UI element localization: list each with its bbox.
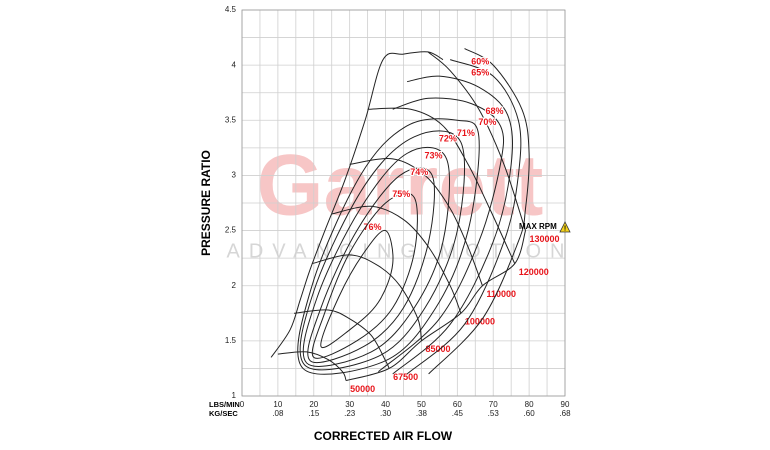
efficiency-label: 74%: [410, 167, 428, 177]
y-tick-label: 4: [232, 60, 237, 69]
watermark: Garrett ADVANCING MOTION: [227, 138, 574, 263]
speed-label: 85000: [425, 344, 450, 354]
x2-tick-label: .45: [452, 409, 464, 418]
x-tick-label: 60: [453, 400, 462, 409]
speed-label: 50000: [350, 384, 375, 394]
choke-line: [345, 230, 527, 382]
y-tick-label: 3.5: [225, 115, 237, 124]
x2-tick-label: .30: [380, 409, 392, 418]
efficiency-island: [297, 118, 480, 375]
plot-frame: [241, 9, 566, 397]
x-tick-label: 70: [489, 400, 498, 409]
efficiency-label: 68%: [486, 106, 504, 116]
efficiency-label: 75%: [392, 189, 410, 199]
x2-unit-label: KG/SEC: [209, 409, 238, 418]
x-tick-label: 80: [525, 400, 534, 409]
max-rpm-label: MAX RPM: [519, 222, 557, 231]
x2-tick-label: .38: [416, 409, 428, 418]
efficiency-island: [406, 59, 522, 375]
x2-tick-label: .68: [559, 409, 571, 418]
y-tick-label: 3: [232, 171, 237, 180]
speed-line: [367, 107, 516, 264]
x-tick-label: 50: [417, 400, 426, 409]
efficiency-island: [320, 230, 394, 349]
y-tick-label: 4.5: [225, 5, 237, 14]
speed-label: 110000: [486, 289, 516, 299]
x-tick-label: 30: [345, 400, 354, 409]
warning-icon: [559, 221, 571, 233]
y-tick-label: 1: [232, 391, 237, 400]
warning-mark: !: [564, 225, 566, 232]
surge-line: [270, 51, 444, 358]
x2-tick-label: .08: [272, 409, 284, 418]
speed-line: [427, 51, 526, 231]
y-tick-label: 2.5: [225, 226, 237, 235]
curves: 5000067500850001000001100001200001300007…: [270, 48, 560, 394]
speed-line: [311, 254, 422, 341]
speed-label: 130000: [530, 234, 560, 244]
efficiency-island: [378, 97, 505, 373]
x2-tick-label: .15: [308, 409, 320, 418]
speed-label: 67500: [393, 372, 418, 382]
x-tick-label: 0: [240, 400, 245, 409]
efficiency-island: [302, 147, 450, 367]
efficiency-label: 70%: [478, 117, 496, 127]
efficiency-island: [307, 167, 435, 363]
x-tick-label: 40: [381, 400, 390, 409]
x-unit-label: LBS/MIN: [209, 400, 240, 409]
x-axis-label: CORRECTED AIR FLOW: [314, 429, 453, 443]
y-tick-label: 2: [232, 281, 237, 290]
y-tick-label: 1.5: [225, 336, 237, 345]
x-tick-label: 90: [561, 400, 570, 409]
speed-line: [349, 158, 483, 286]
grid: 1 1.5 2 2.5 3 3.5 4 4.5 0 10 20 30 40 50 60 70 80 90 .08 .1…: [225, 5, 571, 418]
efficiency-island: [311, 192, 418, 359]
x-tick-label: 10: [273, 400, 282, 409]
y-axis-label: PRESSURE RATIO: [199, 150, 213, 256]
efficiency-label: 71%: [457, 128, 475, 138]
x2-tick-label: .60: [524, 409, 536, 418]
efficiency-label: 65%: [471, 68, 489, 78]
efficiency-label: 76%: [364, 222, 382, 232]
efficiency-island: [428, 48, 530, 375]
watermark-subtitle: ADVANCING MOTION: [227, 240, 574, 262]
efficiency-island: [392, 75, 514, 375]
efficiency-label: 73%: [425, 150, 443, 160]
x-tick-label: 20: [309, 400, 318, 409]
x2-tick-label: .53: [488, 409, 500, 418]
efficiency-label: 60%: [471, 57, 489, 67]
efficiency-island: [299, 130, 465, 371]
speed-label: 120000: [519, 267, 549, 277]
efficiency-label: 72%: [439, 134, 457, 144]
x2-tick-label: .23: [344, 409, 356, 418]
